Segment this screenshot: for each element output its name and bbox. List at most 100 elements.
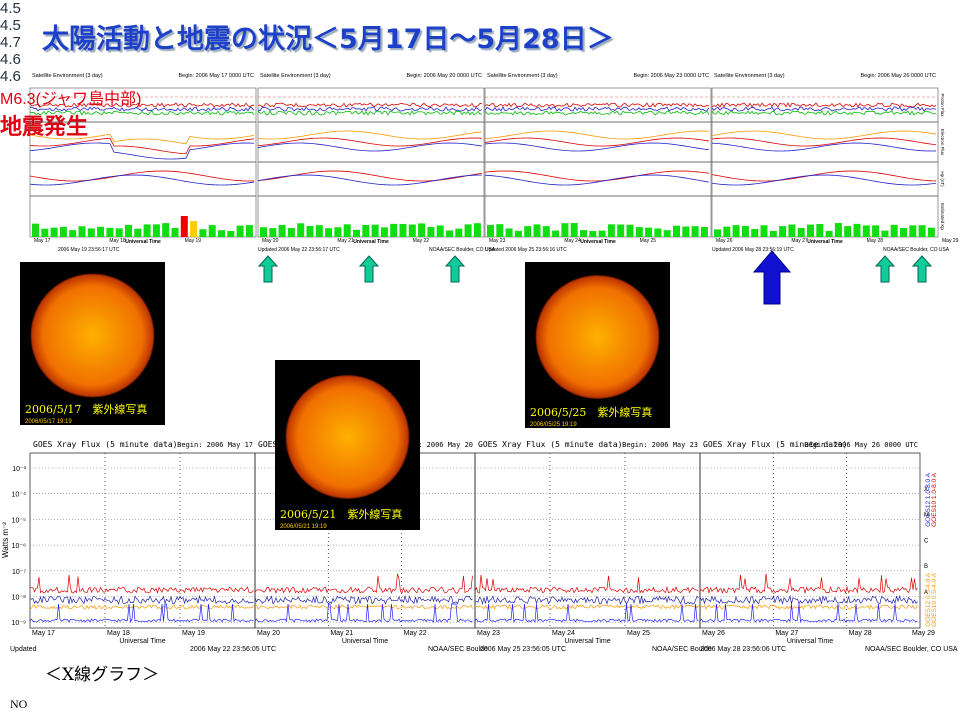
date-label: May 24 <box>564 238 581 244</box>
kp-bar <box>645 227 653 237</box>
date-label: May 28 <box>867 238 884 244</box>
kp-bar <box>714 229 721 237</box>
date-label: May 21 <box>337 238 354 244</box>
kp-bar <box>682 226 690 237</box>
footer: 2006 May 22 23:56:05 UTC <box>190 646 276 653</box>
kp-bar <box>505 228 513 237</box>
date-label: May 26 <box>716 238 733 244</box>
trace <box>257 110 483 116</box>
trace <box>711 174 937 186</box>
trace <box>699 594 918 605</box>
kp-bar <box>278 224 286 237</box>
sun <box>30 273 155 398</box>
kp-bar <box>691 226 699 237</box>
major-quake-label: 地震発生 <box>0 114 89 139</box>
y-tick-label: 10⁻³ <box>12 466 26 473</box>
y-tick-label: 10⁻⁶ <box>12 543 26 550</box>
photo-stamp: 2006/05/17 19:19 <box>25 419 72 425</box>
kp-bar <box>371 224 379 237</box>
axis-label: Universal Time <box>580 239 616 245</box>
kp-bar <box>464 224 472 237</box>
trace <box>711 106 937 112</box>
kp-bar <box>399 223 407 237</box>
kp-bar <box>816 224 824 237</box>
subplot <box>257 195 485 238</box>
note: NO <box>10 697 28 711</box>
kp-bar <box>779 226 787 237</box>
panel-header: Satellite Environment (3 day) <box>260 73 331 79</box>
axis-label: Universal Time <box>125 239 161 245</box>
date-label: May 25 <box>627 630 650 637</box>
kp-bar <box>552 230 560 237</box>
footer: Updated <box>10 646 37 653</box>
date-label: May 24 <box>552 630 575 637</box>
updated: Updated 2006 May 28 23:56:19 UTC <box>712 247 794 253</box>
sun <box>535 275 660 399</box>
kp-bar <box>807 224 814 237</box>
kp-bar <box>788 224 796 237</box>
kp-bar <box>134 228 142 237</box>
legend-entry: GOES12 1.0-8.0 A <box>925 472 932 527</box>
kp-bar <box>514 230 522 237</box>
y-tick-label: 10⁻⁵ <box>12 517 26 524</box>
panel-begin: Begin: 2006 May 20 0000 UTC <box>406 73 482 79</box>
subplot <box>29 121 257 163</box>
legend-entry: GOES10 0.5-4.0 A <box>931 572 938 627</box>
y-tick-label: 10⁻⁴ <box>12 492 27 499</box>
quake-arrow <box>444 255 466 283</box>
date-label: May 23 <box>489 238 506 244</box>
legend-entry: GOES12 0.5-4.0 A <box>925 572 932 627</box>
trace <box>474 603 699 624</box>
subplot <box>257 121 485 163</box>
kp-bar <box>306 226 314 237</box>
y-tick-label: 10⁻⁷ <box>12 569 26 576</box>
kp-bar <box>208 225 216 237</box>
kp-bar <box>732 225 740 237</box>
trace <box>29 133 255 145</box>
kp-bar <box>162 223 170 237</box>
trace <box>484 174 710 186</box>
kp-bar <box>343 224 351 237</box>
date-label: May 21 <box>330 630 353 637</box>
date-label: May 29 <box>912 630 935 637</box>
date-label: May 20 <box>257 630 280 637</box>
kp-bar <box>78 226 86 237</box>
photo-caption: 2006/5/17 紫外線写真 <box>25 402 147 416</box>
kp-bar <box>598 230 606 237</box>
trace <box>699 573 918 595</box>
kp-bar <box>473 223 481 237</box>
subplot <box>29 195 257 238</box>
y-axis-label: Watts m⁻² <box>1 522 10 558</box>
trace <box>257 137 483 147</box>
subplot <box>484 161 712 197</box>
date-label: May 18 <box>109 238 126 244</box>
quake-magnitude: 4.5 <box>0 0 21 17</box>
kp-bar <box>890 224 898 237</box>
trace <box>29 137 255 155</box>
kp-bar <box>269 228 277 237</box>
subplot <box>484 121 712 163</box>
date-label: May 20 <box>262 238 279 244</box>
kp-bar <box>723 226 731 237</box>
quake-arrow <box>358 255 380 283</box>
kp-bar <box>171 227 179 237</box>
kp-bar <box>580 230 587 237</box>
updated: Updated 2006 May 25 23:56:16 UTC <box>485 247 567 253</box>
kp-bar <box>418 223 426 237</box>
source: NOAA/SEC Boulder, CO USA <box>429 247 496 253</box>
kp-bar <box>236 225 244 237</box>
class-label: X <box>924 487 928 493</box>
panel-begin: Begin: 2006 May 17 <box>177 441 253 449</box>
kp-bar <box>227 230 235 237</box>
source: NOAA/SEC Boulder, CO USA <box>883 247 950 253</box>
quake-magnitude: 4.6 <box>0 51 21 68</box>
subplot <box>484 87 712 123</box>
kp-bar <box>87 228 95 237</box>
xray-caption: ＜X線グラフ＞ <box>45 665 159 685</box>
kp-bar <box>542 226 550 237</box>
updated: 2006 May 19 23:56:17 UTC <box>58 247 120 253</box>
quake-magnitude: 4.7 <box>0 34 21 51</box>
kp-bar <box>617 224 625 237</box>
subplot <box>711 121 939 163</box>
